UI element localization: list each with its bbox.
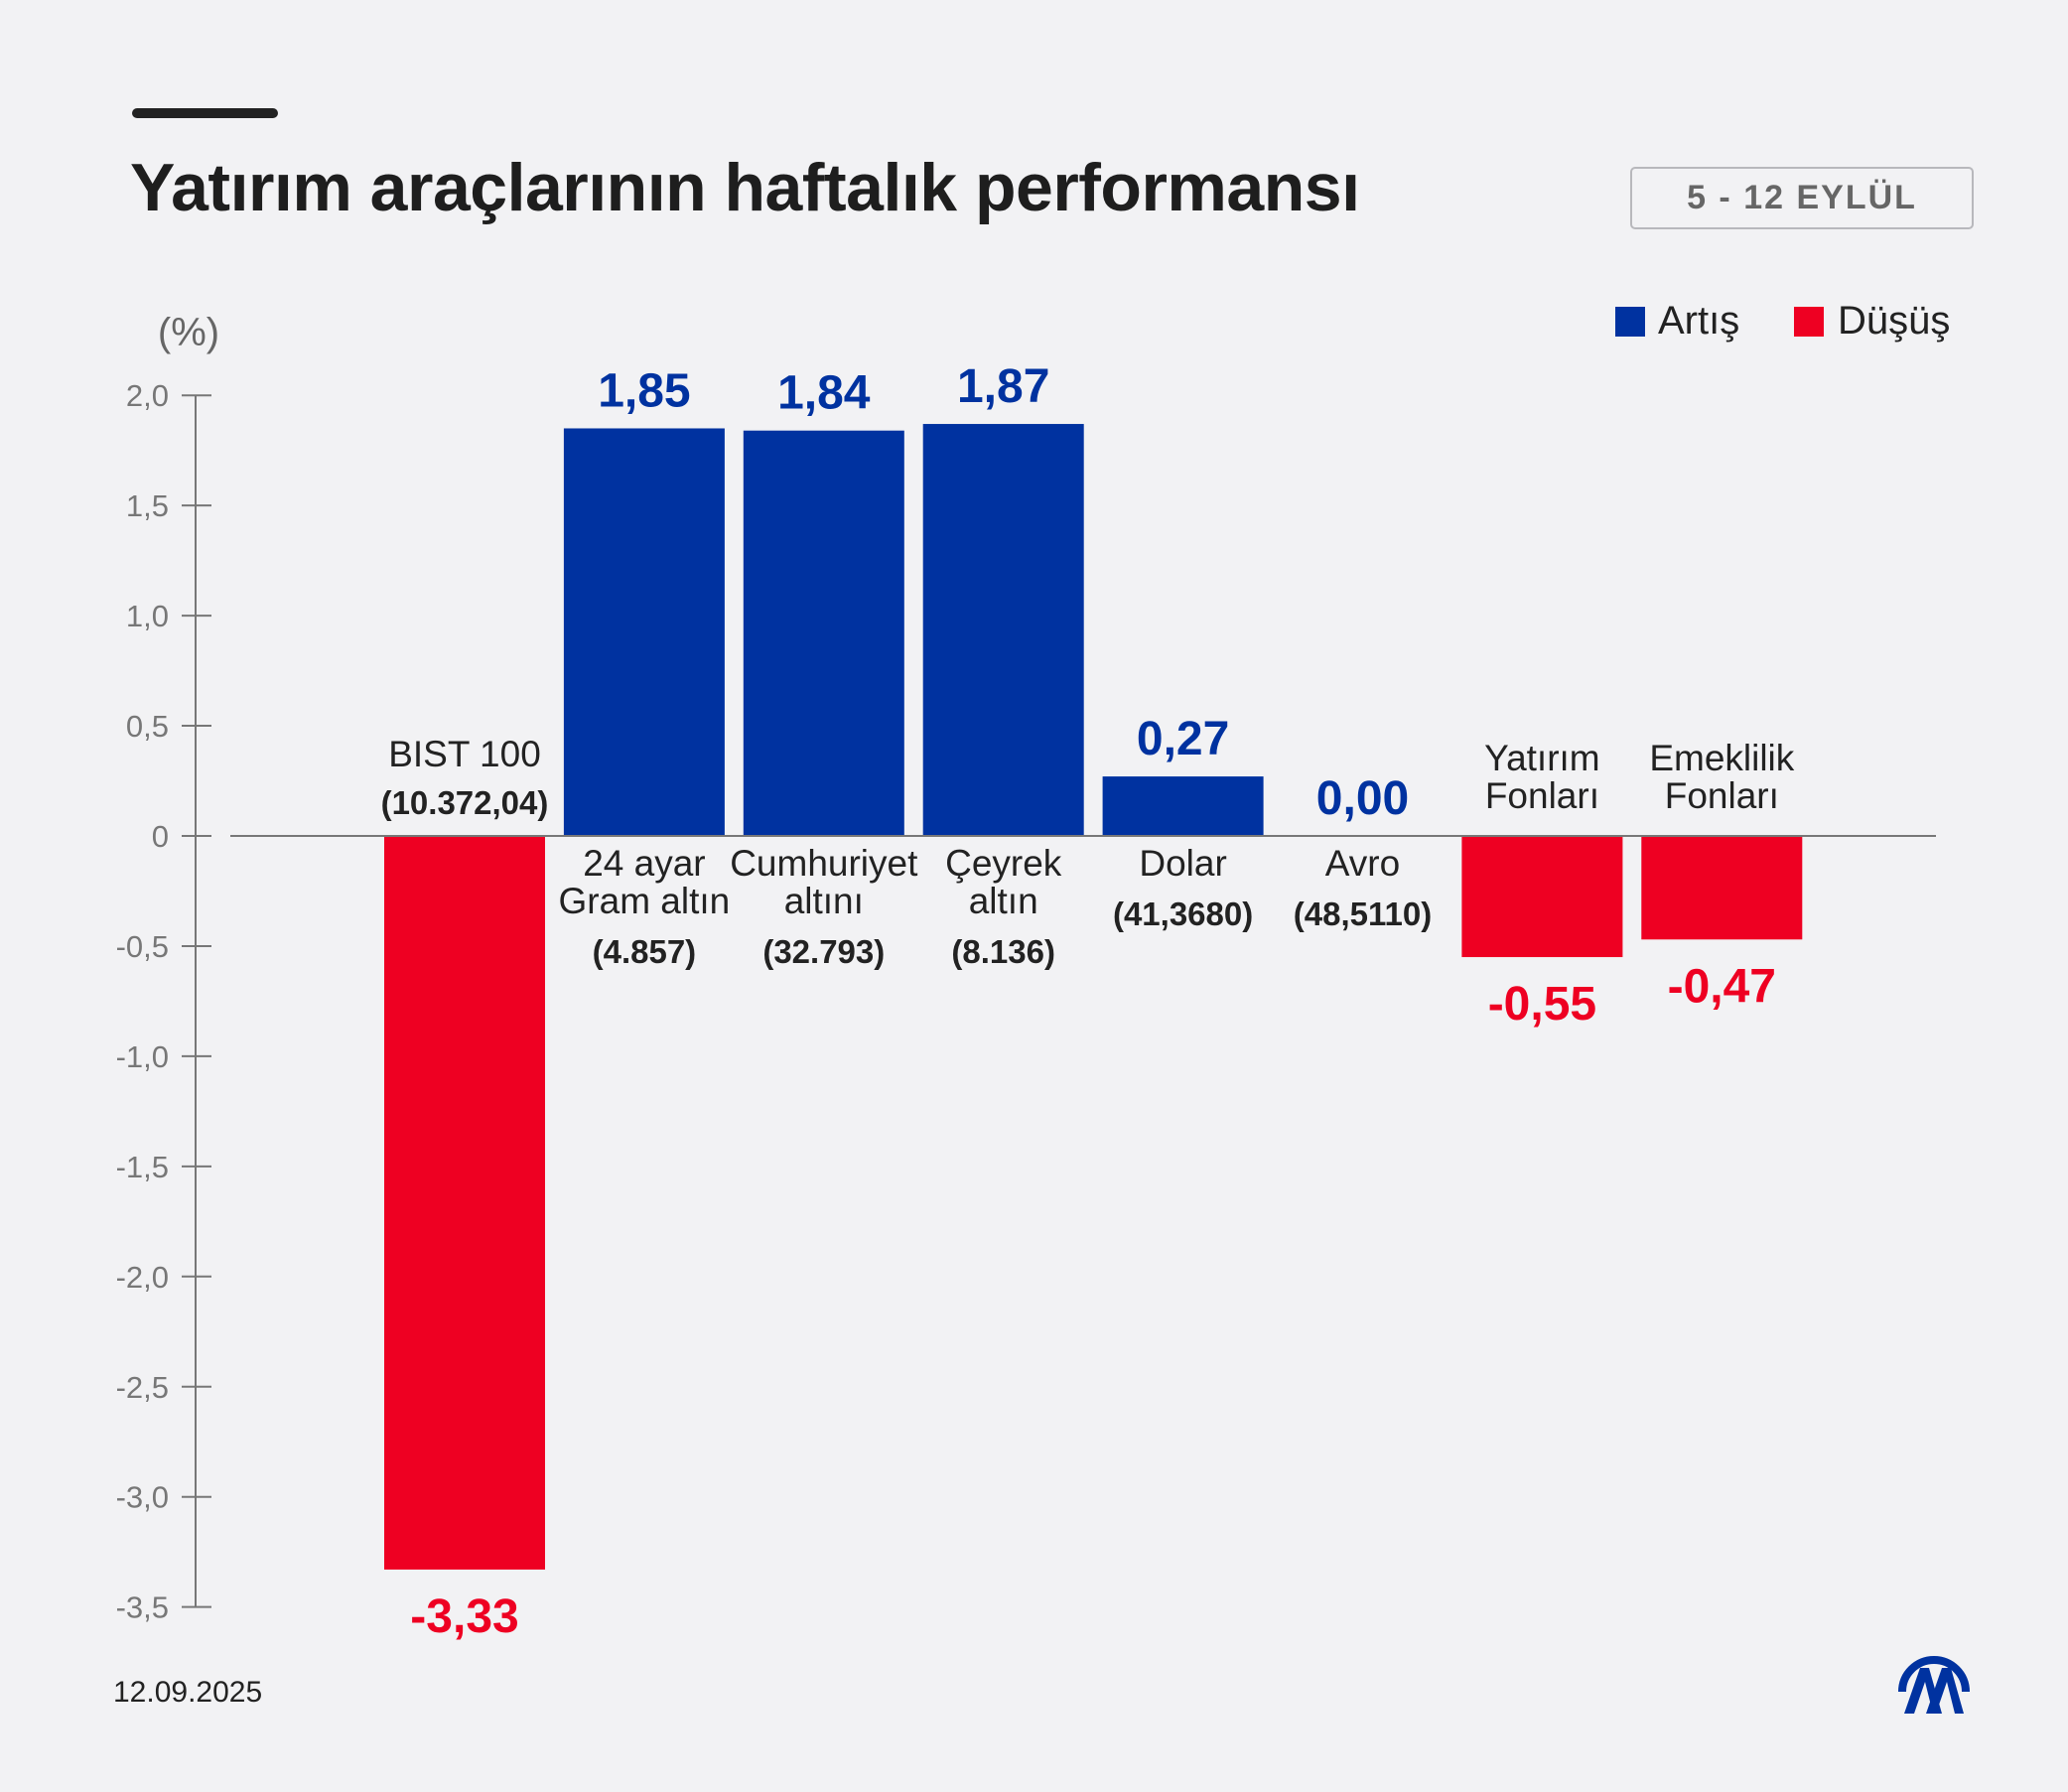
bar: [563, 428, 725, 836]
category-sub-value: (48,5110): [1294, 896, 1432, 932]
legend-swatch: [1615, 307, 1645, 337]
category-sub-value: (41,3680): [1113, 896, 1253, 932]
chart-title: Yatırım araçlarının haftalık performansı: [130, 150, 1360, 225]
bar: [1102, 776, 1264, 836]
value-label: -0,55: [1488, 978, 1596, 1031]
y-tick-label: -2,0: [116, 1260, 169, 1295]
category-label: Fonları: [1665, 775, 1779, 816]
y-tick-label: 2,0: [126, 378, 169, 413]
legend-swatch: [1794, 307, 1824, 337]
publish-date: 12.09.2025: [113, 1676, 263, 1709]
bar: [922, 424, 1084, 836]
category-label: altın: [969, 881, 1038, 921]
value-label: 1,84: [777, 367, 871, 420]
bar: [743, 430, 904, 836]
y-tick-label: 1,5: [126, 488, 169, 523]
category-label: Dolar: [1139, 843, 1226, 884]
y-tick-label: 0: [152, 819, 169, 854]
y-tick-label: 0,5: [126, 709, 169, 744]
category-sub-value: (32.793): [762, 933, 885, 970]
y-tick-label: -0,5: [116, 929, 169, 964]
category-label: Yatırım: [1484, 738, 1600, 778]
value-label: -3,33: [410, 1590, 518, 1643]
y-tick-label: 1,0: [126, 599, 169, 633]
y-tick-label: -3,0: [116, 1480, 169, 1515]
date-range-badge: 5 - 12 EYLÜL: [1630, 167, 1974, 229]
bar: [1461, 836, 1623, 958]
y-axis-label: (%): [158, 311, 219, 354]
value-label: 0,27: [1137, 713, 1229, 765]
category-sub-value: (10.372,04): [381, 784, 549, 821]
value-label: -0,47: [1668, 960, 1776, 1013]
bar: [1641, 836, 1803, 940]
legend-label: Artış: [1658, 299, 1739, 343]
category-label: Gram altın: [559, 881, 731, 921]
aa-logo-icon: [1898, 1656, 1970, 1714]
y-tick-label: -1,0: [116, 1039, 169, 1074]
y-tick-label: -1,5: [116, 1150, 169, 1184]
category-label: Avro: [1325, 843, 1400, 884]
category-label: altını: [784, 881, 864, 921]
category-sub-value: (8.136): [951, 933, 1055, 970]
y-tick-label: -3,5: [116, 1590, 169, 1625]
category-label: 24 ayar: [583, 843, 705, 884]
legend-label: Düşüş: [1838, 299, 1950, 343]
value-label: 0,00: [1316, 772, 1409, 825]
value-label: 1,87: [957, 360, 1049, 413]
bar: [384, 836, 545, 1570]
category-label: Emeklilik: [1649, 738, 1794, 778]
category-label: Cumhuriyet: [730, 843, 918, 884]
category-label: Çeyrek: [945, 843, 1062, 884]
category-label: Fonları: [1485, 775, 1599, 816]
value-label: 1,85: [598, 364, 690, 417]
category-sub-value: (4.857): [593, 933, 697, 970]
category-label: BIST 100: [388, 734, 541, 774]
y-tick-label: -2,5: [116, 1370, 169, 1405]
title-accent-bar: [132, 108, 278, 118]
